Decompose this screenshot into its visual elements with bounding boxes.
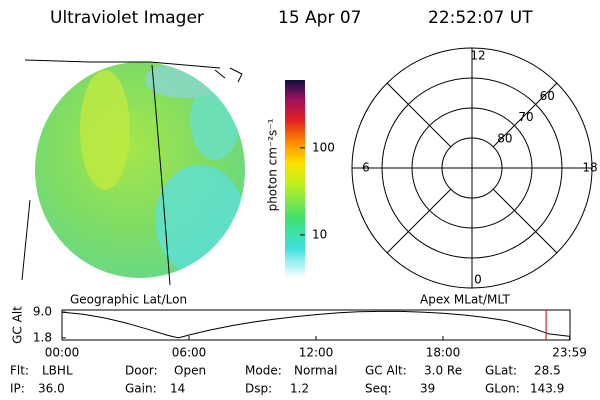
mlt-label: 12 (470, 49, 485, 63)
field-value: 39 (420, 382, 435, 396)
lat-label: 70 (518, 110, 533, 124)
earth-image (21, 59, 245, 286)
field-label: Door: (125, 364, 158, 378)
field-value: 1.2 (290, 382, 309, 396)
x-tick-label: 00:00 (45, 346, 80, 360)
altitude-line (61, 310, 571, 339)
x-tick-label: 06:00 (172, 346, 207, 360)
field-value: LBHL (42, 364, 73, 378)
lat-ring (411, 107, 533, 229)
field-label: Mode: (245, 364, 282, 378)
mlt-label: 6 (362, 161, 370, 175)
y-axis-label: GC Alt (11, 306, 25, 344)
y-tick-label: 1.8 (33, 330, 52, 344)
field-label: IP: (10, 382, 25, 396)
colorbar-tick-label: 10 (312, 227, 327, 241)
plot-title-left: Geographic Lat/Lon (70, 293, 187, 307)
title: Ultraviolet Imager (50, 8, 204, 28)
lat-ring (441, 137, 503, 199)
date: 15 Apr 07 (278, 8, 361, 28)
field-value: 28.5 (534, 364, 561, 378)
field-value: 36.0 (38, 382, 65, 396)
field-value: 143.9 (530, 382, 564, 396)
field-value: Open (174, 364, 206, 378)
colorbar-tick-label: 100 (312, 140, 335, 154)
field-label: GC Alt: (365, 364, 407, 378)
x-tick-label: 23:59 (552, 346, 587, 360)
polar-grid (352, 48, 592, 288)
polar-outer (351, 47, 593, 289)
x-tick-label: 18:00 (426, 346, 461, 360)
colorbar (285, 80, 305, 278)
lat-label: 60 (540, 89, 555, 103)
time: 22:52:07 UT (428, 8, 533, 28)
polar-spoke (492, 82, 558, 148)
x-tick-label: 12:00 (299, 346, 334, 360)
field-label: GLon: (485, 382, 520, 396)
plot-title-right: Apex MLat/MLT (420, 293, 510, 307)
field-label: Flt: (10, 364, 29, 378)
field-label: GLat: (485, 364, 517, 378)
field-value: 3.0 Re (424, 364, 462, 378)
colorbar-label: photon cm⁻²s⁻¹ (266, 118, 280, 211)
lat-ring (381, 77, 563, 259)
field-value: Normal (294, 364, 337, 378)
field-label: Seq: (365, 382, 392, 396)
field-label: Gain: (125, 382, 157, 396)
polar-spoke (492, 188, 558, 254)
mlt-label: 18 (582, 161, 597, 175)
field-value: 14 (170, 382, 185, 396)
mlt-label: 0 (474, 273, 482, 287)
field-label: Dsp: (245, 382, 272, 396)
polar-spoke (386, 188, 452, 254)
y-tick-label: 9.0 (33, 305, 52, 319)
lat-label: 80 (497, 131, 512, 145)
polar-spoke (386, 82, 452, 148)
